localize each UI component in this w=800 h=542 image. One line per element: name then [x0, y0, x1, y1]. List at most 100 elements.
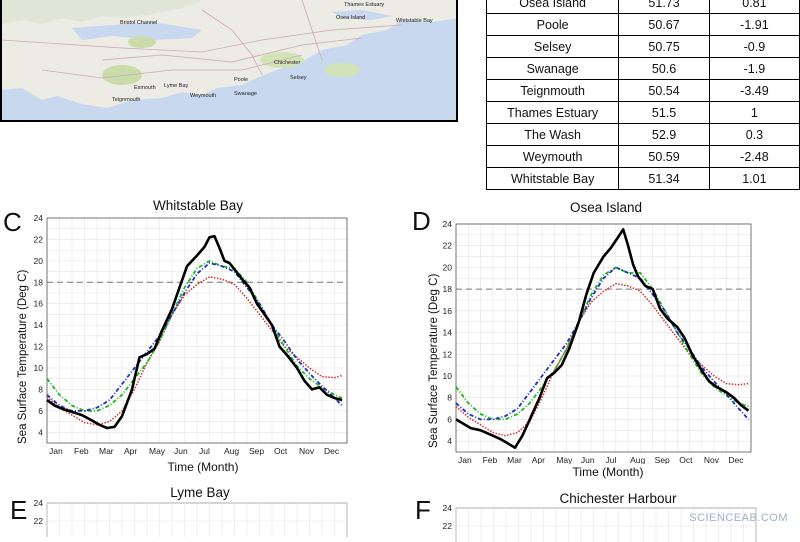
site-name-cell: Thames Estuary — [485, 101, 620, 124]
y-tick-label: 20 — [443, 262, 453, 272]
x-tick-label: May — [149, 446, 166, 456]
x-tick-label: Aug — [630, 455, 645, 464]
x-tick-label: Aug — [224, 446, 239, 456]
x-tick-label: Feb — [74, 446, 89, 456]
panel-letter-d: D — [412, 206, 431, 236]
y-tick-label: 12 — [34, 342, 44, 352]
table-row: Weymouth 50.59 -2.48 — [485, 145, 800, 168]
watermark: SCIENCEAB.COM — [689, 512, 788, 524]
longitude-cell: -0.9 — [708, 35, 800, 58]
latitude-cell: 51.73 — [618, 0, 710, 14]
longitude-cell: 1 — [708, 101, 800, 124]
x-tick-label: Nov — [299, 446, 315, 456]
map-label: Selsey — [290, 75, 307, 81]
y-tick-label: 18 — [34, 277, 44, 287]
table-row: Swanage 50.6 -1.9 — [485, 57, 800, 80]
x-axis-label-c: Time (Month) — [167, 460, 239, 474]
x-tick-label: Nov — [704, 455, 720, 464]
map-label: Exmouth — [134, 85, 156, 91]
y-tick-label: 4 — [38, 427, 43, 437]
x-tick-label: Dec — [324, 446, 340, 456]
latitude-cell: 50.6 — [618, 57, 710, 80]
longitude-cell: -2.48 — [708, 145, 800, 168]
x-tick-label: May — [556, 455, 573, 464]
map-label: Osea Island — [336, 15, 366, 21]
chart-d: 4 6 8 10 12 14 16 18 20 22 24 Jan Feb Mar Apr May Jun Jul… — [443, 219, 752, 464]
chart-title-c: Whitstable Bay — [152, 198, 244, 213]
x-tick-label: Feb — [483, 455, 498, 464]
chart-title-e: Lyme Bay — [170, 485, 230, 500]
y-tick-label: 16 — [443, 306, 453, 316]
x-tick-label: Apr — [124, 446, 137, 456]
map-label: Lyme Bay — [164, 83, 189, 89]
table-row: The Wash 52.9 0.3 — [485, 123, 800, 146]
x-tick-label: Jun — [581, 455, 595, 464]
table-row: Osea Island 51.73 0.81 — [485, 0, 800, 14]
x-tick-label: Jan — [49, 446, 63, 456]
y-tick-label: 24 — [34, 498, 44, 508]
y-tick-label: 16 — [34, 299, 44, 309]
x-tick-label: Jul — [199, 446, 210, 456]
x-tick-label: Jan — [458, 455, 472, 464]
site-name-cell: The Wash — [485, 123, 620, 146]
y-tick-label: 22 — [443, 241, 453, 251]
x-tick-label: Dec — [728, 455, 744, 464]
series-line — [46, 234, 343, 430]
series-line — [455, 266, 749, 421]
series-line — [455, 228, 750, 449]
x-tick-label: Oct — [274, 446, 288, 456]
site-name-cell: Poole — [485, 13, 620, 36]
y-tick-label: 6 — [38, 406, 43, 416]
y-tick-label: 10 — [34, 363, 44, 373]
table-row: Teignmouth 50.54 -3.49 — [485, 79, 800, 102]
map-label: Chichester — [274, 60, 301, 66]
x-tick-label: Oct — [679, 455, 693, 464]
site-name-cell: Osea Island — [485, 0, 620, 14]
y-tick-label: 22 — [443, 521, 453, 531]
map-label: Thames Estuary — [344, 2, 385, 8]
y-tick-label: 8 — [447, 393, 452, 403]
map-label: Swanage — [234, 91, 257, 97]
x-tick-label: Sep — [249, 446, 264, 456]
chart-c: 4 6 8 10 12 14 16 18 20 22 24 Jan Feb Mar Apr May Jun Jul… — [34, 213, 348, 456]
latitude-cell: 52.9 — [618, 123, 710, 146]
y-tick-label: 24 — [443, 503, 453, 513]
y-tick-label: 10 — [443, 371, 453, 381]
y-tick-label: 6 — [447, 414, 452, 424]
plot-frame — [46, 217, 348, 444]
site-name-cell: Teignmouth — [485, 79, 620, 102]
latitude-cell: 50.54 — [618, 79, 710, 102]
series-line — [455, 282, 749, 437]
y-tick-label: 4 — [447, 436, 452, 446]
map-terrain — [2, 0, 456, 120]
plot-frame — [455, 223, 752, 453]
latitude-cell: 50.59 — [618, 145, 710, 168]
y-tick-label: 12 — [443, 349, 453, 359]
y-tick-label: 22 — [34, 516, 44, 526]
site-name-cell: Weymouth — [485, 145, 620, 168]
table-row: Whitstable Bay 51.34 1.01 — [485, 167, 800, 190]
x-axis-label-d: Time (Month) — [572, 465, 644, 479]
site-name-cell: Selsey — [485, 35, 620, 58]
map-panel: Bristol Channel Thames Estuary Osea Isla… — [0, 0, 458, 122]
x-tick-label: Apr — [532, 455, 545, 464]
series-line — [46, 262, 343, 412]
panel-letter-e: E — [10, 495, 28, 525]
y-tick-label: 14 — [443, 328, 453, 338]
y-tick-label: 14 — [34, 320, 44, 330]
x-tick-label: Sep — [655, 455, 670, 464]
panel-letter-c: C — [3, 207, 22, 237]
x-tick-label: Jun — [174, 446, 188, 456]
longitude-cell: 0.3 — [708, 123, 800, 146]
y-tick-label: 18 — [443, 284, 453, 294]
latitude-cell: 50.67 — [618, 13, 710, 36]
map-label: Bristol Channel — [120, 20, 158, 26]
y-tick-label: 24 — [34, 213, 44, 223]
map-label: Weymouth — [190, 93, 217, 99]
latitude-cell: 50.75 — [618, 35, 710, 58]
chart-e: 22 24 — [34, 498, 348, 537]
latitude-cell: 51.34 — [618, 167, 710, 190]
longitude-cell: 0.81 — [708, 0, 800, 14]
chart-title-f: Chichester Harbour — [559, 491, 677, 506]
x-tick-label: Mar — [507, 455, 522, 464]
